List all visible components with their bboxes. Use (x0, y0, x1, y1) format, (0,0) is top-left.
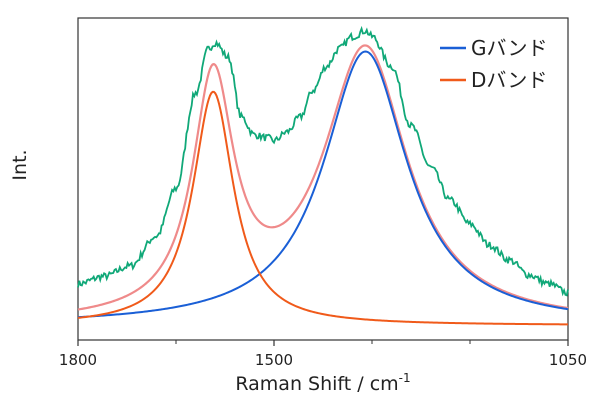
fit-component-line-1 (77, 50, 569, 319)
fit-sum-line (77, 44, 569, 311)
x-tick-label: 1500 (255, 351, 293, 369)
x-axis-label-text: Raman Shift / cm (235, 373, 398, 395)
plot-frame (77, 17, 569, 341)
x-tick-label: 1050 (549, 351, 587, 369)
x-axis-ticks: 1800 1500 1050 (59, 340, 587, 369)
y-axis-label: Int. (9, 149, 31, 180)
legend-entry-label: Gバンド (471, 36, 548, 60)
legend-entry-label: Dバンド (471, 68, 547, 92)
curves-layer (77, 25, 569, 326)
x-axis-label: Raman Shift / cm-1 (235, 371, 410, 395)
measured-spectrum-line (77, 25, 569, 297)
legend: Gバンド Dバンド (440, 36, 548, 92)
fit-component-line-2 (77, 90, 569, 326)
x-tick-label: 1800 (59, 351, 97, 369)
x-axis-label-superscript: -1 (399, 371, 411, 385)
